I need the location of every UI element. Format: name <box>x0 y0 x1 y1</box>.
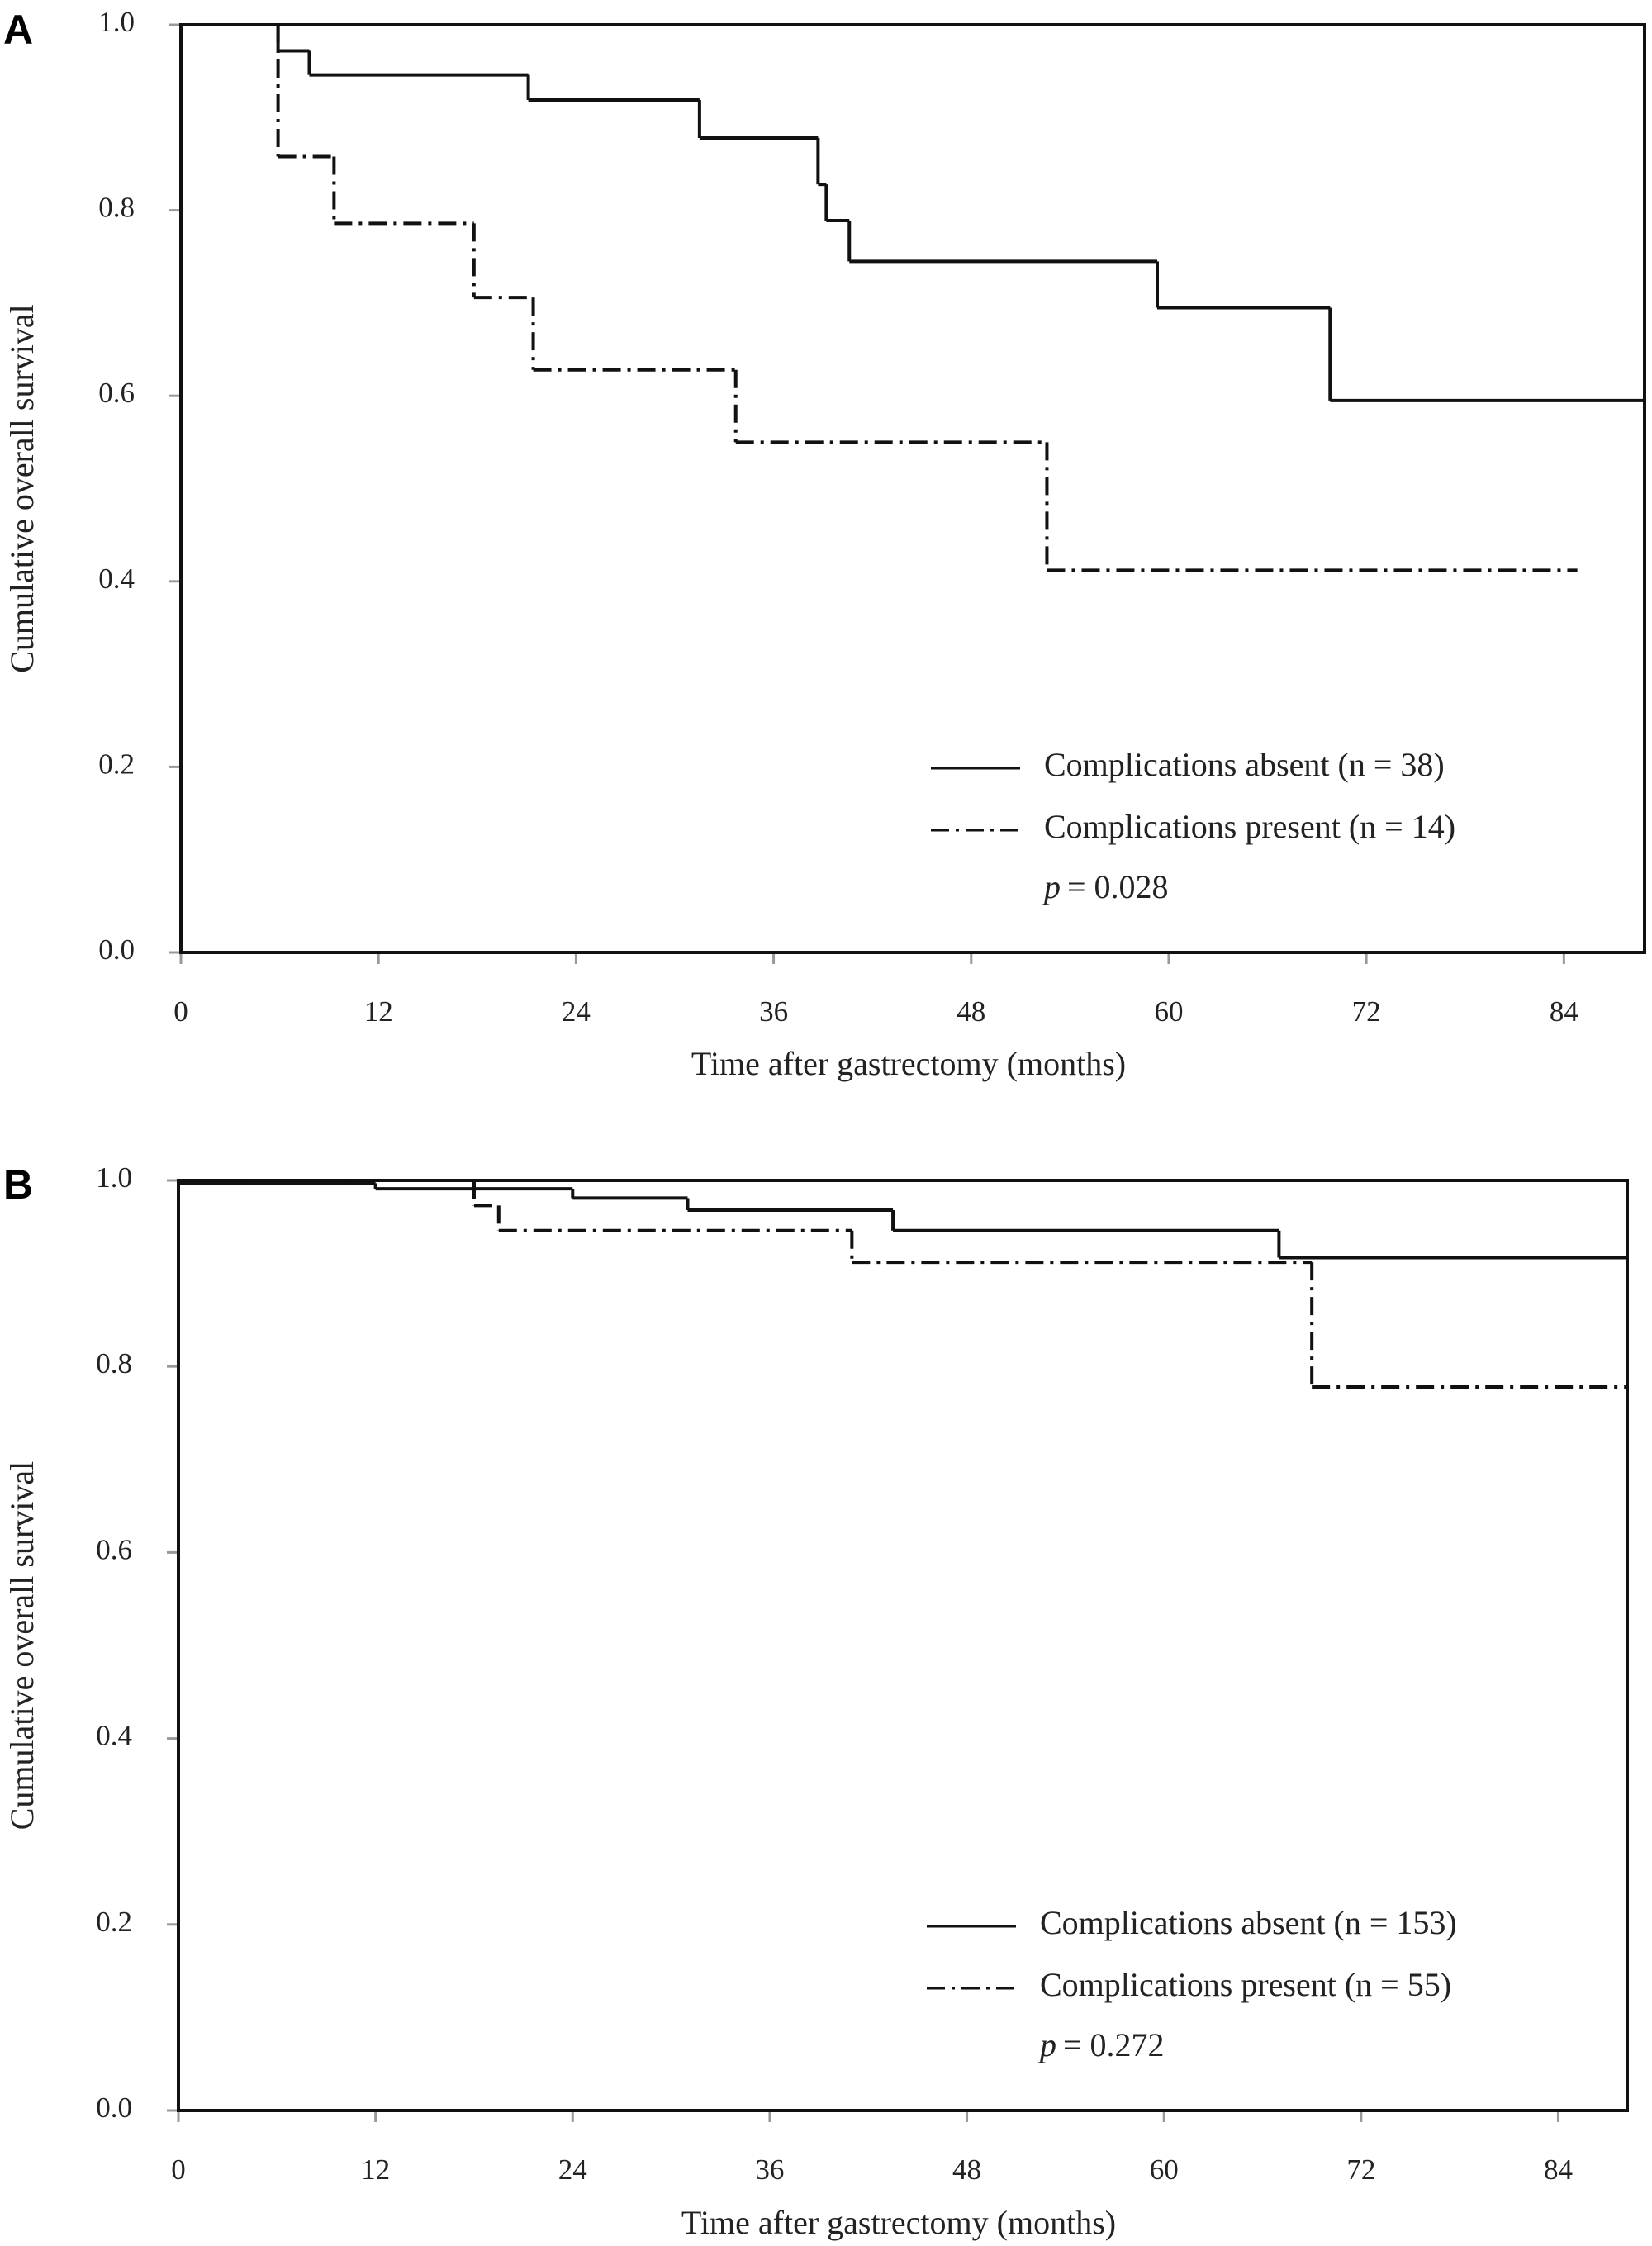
p-value: p = 0.272 <box>1037 2026 1165 2063</box>
x-tick-label: 72 <box>1346 2153 1375 2186</box>
p-symbol: p <box>1042 868 1061 905</box>
x-tick-label: 0 <box>171 2153 186 2186</box>
y-tick-label: 0.8 <box>96 1347 132 1379</box>
p-text: = 0.272 <box>1063 2026 1165 2063</box>
x-axis-title: Time after gastrectomy (months) <box>691 1045 1126 1082</box>
x-tick-label: 60 <box>1150 2153 1179 2186</box>
x-tick-label: 24 <box>562 995 591 1028</box>
p-text: = 0.028 <box>1067 868 1169 905</box>
x-tick-label: 84 <box>1544 2153 1573 2186</box>
legend-label: Complications present (n = 55) <box>1040 1966 1451 2003</box>
x-tick-label: 48 <box>952 2153 981 2186</box>
legend-label: Complications absent (n = 153) <box>1040 1904 1457 1941</box>
x-tick-label: 36 <box>759 995 788 1028</box>
x-axis-title: Time after gastrectomy (months) <box>681 2204 1116 2241</box>
y-tick-label: 0.6 <box>98 377 135 409</box>
x-tick-label: 24 <box>558 2153 587 2186</box>
panel-label: A <box>3 7 33 53</box>
x-tick-label: 60 <box>1154 995 1183 1028</box>
x-tick-label: 36 <box>755 2153 784 2186</box>
y-tick-label: 0.2 <box>98 748 135 780</box>
y-tick-label: 0.4 <box>96 1720 132 1752</box>
legend-label: Complications absent (n = 38) <box>1044 746 1445 783</box>
p-symbol: p <box>1037 2026 1056 2063</box>
y-tick-label: 0.0 <box>96 2092 132 2124</box>
x-tick-label: 48 <box>957 995 985 1028</box>
y-axis-title: Cumulative overall survival <box>3 1461 40 1831</box>
y-tick-label: 0.8 <box>98 192 135 224</box>
plot-frame <box>177 1179 1629 2112</box>
y-tick-label: 0.6 <box>96 1533 132 1565</box>
y-axis-title: Cumulative overall survival <box>3 304 40 673</box>
legend-label: Complications present (n = 14) <box>1044 808 1455 845</box>
panel-label: B <box>3 1161 33 1208</box>
x-tick-label: 72 <box>1352 995 1381 1028</box>
y-tick-label: 0.4 <box>98 563 135 595</box>
x-tick-label: 12 <box>361 2153 390 2186</box>
plot-frame <box>179 23 1646 954</box>
x-tick-label: 12 <box>364 995 393 1028</box>
y-tick-label: 1.0 <box>98 6 135 38</box>
p-value: p = 0.028 <box>1042 868 1169 905</box>
x-tick-label: 84 <box>1550 995 1578 1028</box>
y-tick-label: 0.0 <box>98 933 135 966</box>
x-tick-label: 0 <box>173 995 188 1028</box>
y-tick-label: 0.2 <box>96 1906 132 1938</box>
y-tick-label: 1.0 <box>96 1161 132 1194</box>
